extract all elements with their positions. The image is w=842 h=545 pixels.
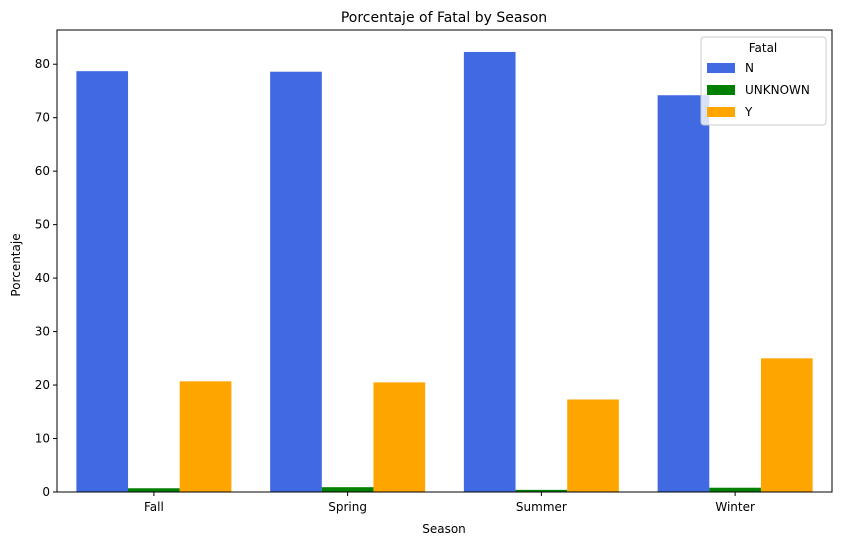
bar-n-summer (463, 51, 516, 493)
bar-unknown-winter (709, 487, 761, 492)
y-tick-label: 80 (35, 57, 50, 71)
bar-unknown-fall (128, 488, 180, 492)
x-tick-label: Spring (328, 500, 367, 514)
y-tick-label: 40 (35, 271, 50, 285)
y-tick-label: 10 (35, 432, 50, 446)
x-tick-label: Fall (144, 500, 164, 514)
bar-y-summer (567, 399, 619, 492)
y-tick-label: 30 (35, 325, 50, 339)
bar-n-fall (76, 71, 129, 493)
x-tick-label: Winter (715, 500, 755, 514)
bar-unknown-spring (321, 487, 374, 492)
y-tick-label: 70 (35, 111, 50, 125)
legend-label-unknown: UNKNOWN (745, 83, 810, 97)
bar-y-spring (373, 382, 426, 492)
bar-y-winter (760, 358, 813, 492)
x-axis-label: Season (422, 522, 466, 536)
y-tick-label: 60 (35, 164, 50, 178)
y-tick-label: 0 (42, 485, 50, 499)
bar-n-spring (270, 71, 322, 493)
legend-swatch-unknown (707, 85, 735, 95)
y-axis: 0 10 20 30 40 50 60 70 80 (35, 57, 57, 499)
legend-swatch-n (707, 63, 735, 73)
x-tick-label: Summer (516, 500, 567, 514)
y-axis-label: Porcentaje (9, 233, 23, 296)
y-tick-label: 50 (35, 218, 50, 232)
legend-label-n: N (745, 61, 754, 75)
bar-unknown-summer (515, 489, 568, 492)
legend-title: Fatal (749, 41, 778, 55)
x-axis: Fall Spring Summer Winter (144, 492, 755, 514)
y-tick-label: 20 (35, 378, 50, 392)
legend-label-y: Y (744, 105, 753, 119)
bar-y-fall (179, 381, 232, 492)
plot-frame (56, 29, 833, 493)
legend-frame (700, 36, 827, 126)
plot-area (56, 29, 833, 493)
legend: Fatal N UNKNOWN Y (700, 36, 827, 126)
legend-swatch-y (707, 107, 735, 117)
chart-title: Porcentaje of Fatal by Season (341, 10, 547, 26)
bar-n-winter (657, 95, 710, 493)
